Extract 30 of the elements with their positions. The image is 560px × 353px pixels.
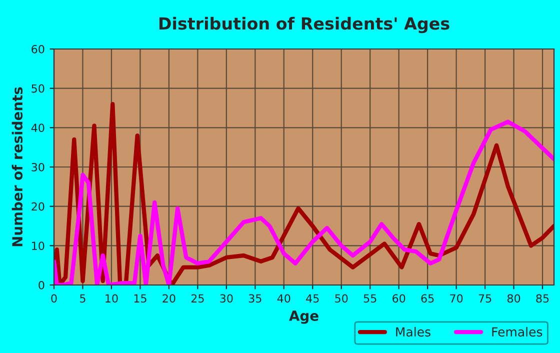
chart-title: Distribution of Residents' Ages	[159, 16, 450, 34]
x-tick-label: 15	[134, 294, 146, 303]
y-tick-label: 0	[38, 280, 44, 290]
x-tick-label: 55	[364, 294, 376, 303]
legend-label: Females	[492, 326, 542, 337]
x-tick-label: 5	[80, 294, 86, 303]
y-tick-label: 10	[32, 242, 44, 250]
x-tick-label: 35	[248, 294, 262, 303]
x-tick-label: 60	[392, 294, 406, 303]
x-tick-label: 30	[220, 294, 233, 303]
x-tick-label: 70	[450, 294, 463, 303]
legend-label: Males	[396, 326, 430, 337]
x-tick-label: 45	[306, 294, 319, 303]
x-tick-label: 0	[51, 294, 57, 303]
y-tick-label: 30	[32, 162, 44, 172]
x-tick-label: 75	[478, 294, 492, 303]
x-axis-title: Age	[289, 310, 318, 324]
x-tick-label: 40	[277, 294, 290, 303]
x-tick-label: 20	[162, 294, 176, 303]
y-axis-title: Number of residents	[12, 87, 23, 246]
x-tick-label: 80	[507, 294, 520, 303]
x-tick-label: 85	[536, 294, 549, 303]
y-tick-label: 20	[32, 202, 44, 211]
y-tick-label: 60	[32, 44, 44, 54]
y-tick-label: 50	[32, 84, 44, 93]
x-tick-label: 65	[421, 294, 434, 303]
y-tick-label: 40	[31, 124, 44, 132]
x-tick-label: 25	[191, 294, 204, 303]
x-tick-label: 10	[106, 294, 118, 303]
x-tick-label: 50	[335, 294, 348, 303]
